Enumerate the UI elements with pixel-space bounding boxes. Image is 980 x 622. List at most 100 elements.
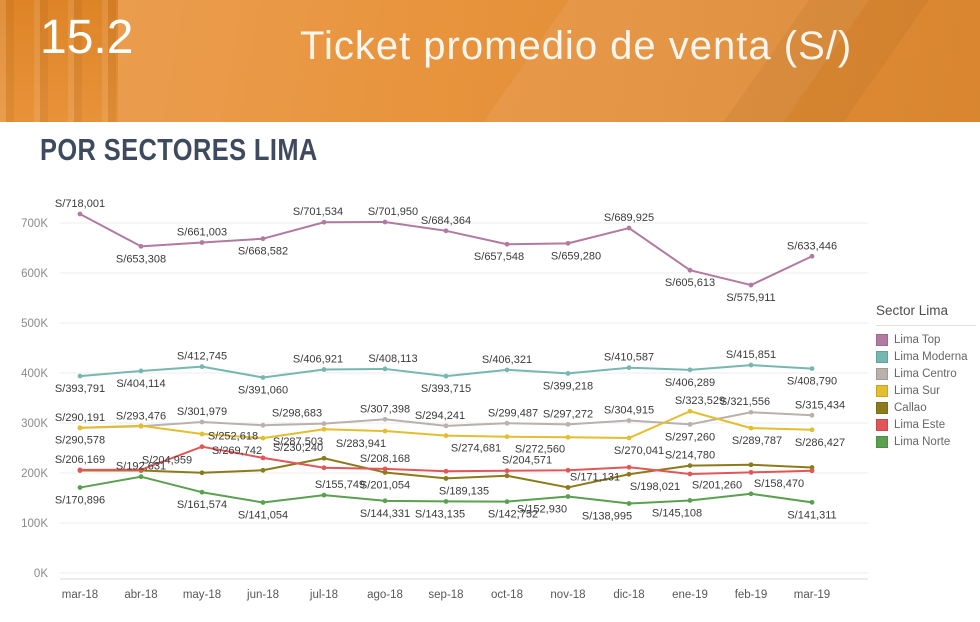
data-point-lima-top[interactable]: [382, 219, 388, 225]
data-point-lima-centro[interactable]: [748, 409, 754, 415]
data-point-lima-moderna[interactable]: [565, 370, 571, 376]
data-point-lima-norte[interactable]: [199, 489, 205, 495]
data-label-lima-top: S/605,613: [665, 277, 715, 289]
data-point-callao[interactable]: [626, 471, 632, 477]
data-point-lima-sur[interactable]: [138, 423, 144, 429]
data-point-lima-moderna[interactable]: [77, 373, 83, 379]
data-point-callao[interactable]: [199, 470, 205, 476]
data-point-lima-moderna[interactable]: [748, 362, 754, 368]
data-point-lima-centro[interactable]: [504, 420, 510, 426]
data-point-lima-top[interactable]: [199, 240, 205, 245]
data-point-lima-top[interactable]: [260, 236, 266, 242]
data-point-callao[interactable]: [748, 462, 754, 468]
data-point-lima-top[interactable]: [443, 228, 449, 234]
data-point-lima-este[interactable]: [565, 467, 571, 473]
data-point-lima-norte[interactable]: [565, 494, 571, 499]
data-label-lima-top: S/668,582: [238, 246, 288, 258]
data-point-lima-centro[interactable]: [321, 421, 327, 427]
data-point-lima-centro[interactable]: [565, 421, 571, 427]
data-point-lima-sur[interactable]: [687, 408, 693, 414]
data-point-lima-este[interactable]: [687, 471, 693, 477]
data-point-lima-norte[interactable]: [748, 491, 754, 497]
data-point-lima-norte[interactable]: [443, 499, 449, 504]
data-point-lima-este[interactable]: [77, 467, 83, 473]
data-point-callao[interactable]: [382, 470, 388, 475]
data-point-lima-top[interactable]: [626, 225, 632, 231]
legend-item-lima-moderna[interactable]: Lima Moderna: [876, 351, 976, 363]
data-point-lima-top[interactable]: [748, 282, 754, 288]
data-point-lima-sur[interactable]: [748, 425, 754, 431]
data-point-lima-norte[interactable]: [138, 474, 144, 480]
data-point-lima-sur[interactable]: [199, 431, 205, 437]
legend-label: Lima Norte: [894, 436, 951, 448]
data-point-lima-este[interactable]: [443, 468, 449, 474]
data-point-lima-este[interactable]: [748, 469, 754, 475]
data-point-lima-este[interactable]: [260, 455, 266, 461]
legend-item-lima-centro[interactable]: Lima Centro: [876, 368, 976, 380]
data-point-lima-norte[interactable]: [321, 492, 327, 498]
data-point-lima-moderna[interactable]: [809, 366, 815, 372]
data-point-lima-top[interactable]: [504, 241, 510, 247]
data-label-lima-centro: S/294,241: [415, 410, 465, 422]
data-point-callao[interactable]: [260, 467, 266, 473]
data-point-lima-este[interactable]: [504, 468, 510, 474]
data-point-lima-moderna[interactable]: [443, 373, 449, 379]
data-point-lima-top[interactable]: [565, 240, 571, 246]
data-label-lima-moderna: S/410,587: [604, 352, 654, 364]
data-point-callao[interactable]: [504, 473, 510, 479]
data-point-lima-sur[interactable]: [382, 428, 388, 434]
data-point-callao[interactable]: [565, 485, 571, 490]
data-point-lima-este[interactable]: [382, 466, 388, 472]
data-point-lima-norte[interactable]: [687, 498, 693, 503]
data-point-lima-top[interactable]: [687, 267, 693, 273]
data-point-lima-sur[interactable]: [504, 434, 510, 440]
data-label-lima-centro: S/297,260: [665, 431, 715, 443]
data-point-lima-moderna[interactable]: [626, 365, 632, 371]
data-point-lima-sur[interactable]: [321, 426, 327, 432]
data-point-lima-top[interactable]: [321, 219, 327, 225]
data-point-lima-sur[interactable]: [626, 435, 632, 441]
data-point-lima-top[interactable]: [138, 243, 144, 249]
data-point-lima-norte[interactable]: [260, 500, 266, 505]
legend-item-lima-sur[interactable]: Lima Sur: [876, 385, 976, 397]
data-point-lima-norte[interactable]: [382, 498, 388, 504]
data-point-lima-norte[interactable]: [504, 499, 510, 505]
data-point-lima-top[interactable]: [809, 253, 815, 259]
data-point-lima-sur[interactable]: [77, 425, 83, 431]
data-point-lima-este[interactable]: [626, 464, 632, 470]
data-point-lima-moderna[interactable]: [504, 367, 510, 373]
legend-item-lima-este[interactable]: Lima Este: [876, 419, 976, 431]
data-point-callao[interactable]: [443, 476, 449, 481]
data-label-lima-moderna: S/406,921: [293, 354, 343, 366]
data-point-lima-sur[interactable]: [565, 434, 571, 440]
data-point-lima-centro[interactable]: [626, 418, 632, 423]
data-point-lima-este[interactable]: [199, 444, 205, 450]
data-point-lima-centro[interactable]: [687, 421, 693, 427]
legend-item-lima-top[interactable]: Lima Top: [876, 334, 976, 346]
data-point-lima-centro[interactable]: [443, 423, 449, 429]
data-point-lima-sur[interactable]: [260, 435, 266, 441]
data-point-lima-sur[interactable]: [809, 427, 815, 433]
data-point-lima-centro[interactable]: [809, 412, 815, 418]
data-point-lima-moderna[interactable]: [260, 375, 266, 380]
data-point-callao[interactable]: [687, 463, 693, 469]
data-point-lima-moderna[interactable]: [382, 366, 388, 372]
legend-item-callao[interactable]: Callao: [876, 402, 976, 414]
data-point-lima-norte[interactable]: [626, 501, 632, 506]
data-point-lima-moderna[interactable]: [199, 364, 205, 370]
data-point-lima-sur[interactable]: [443, 433, 449, 439]
data-point-lima-centro[interactable]: [382, 416, 388, 422]
data-point-lima-moderna[interactable]: [321, 367, 327, 372]
data-point-lima-top[interactable]: [77, 211, 83, 217]
data-point-lima-moderna[interactable]: [138, 368, 144, 374]
data-point-lima-centro[interactable]: [199, 419, 205, 425]
data-point-lima-este[interactable]: [138, 467, 144, 473]
data-point-lima-centro[interactable]: [260, 422, 266, 428]
data-point-lima-norte[interactable]: [809, 499, 815, 505]
data-point-callao[interactable]: [321, 455, 327, 461]
data-point-lima-moderna[interactable]: [687, 367, 693, 373]
data-point-lima-este[interactable]: [809, 468, 815, 474]
legend-item-lima-norte[interactable]: Lima Norte: [876, 436, 976, 448]
data-point-lima-este[interactable]: [321, 465, 327, 471]
data-point-lima-norte[interactable]: [77, 485, 83, 490]
